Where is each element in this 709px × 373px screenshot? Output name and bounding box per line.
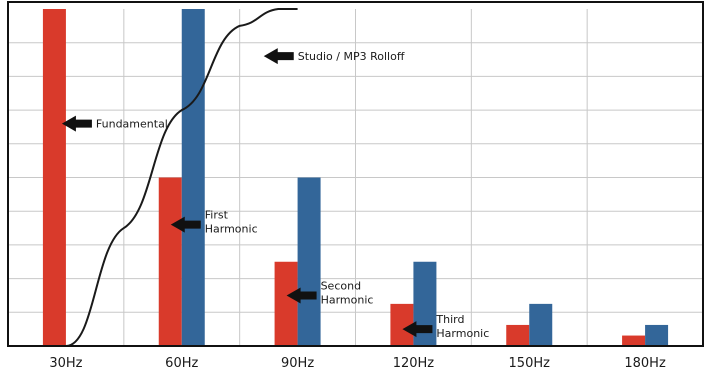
x-tick-label: 120Hz [393,356,435,371]
bars [42,9,669,346]
plot-border [7,1,704,347]
blue-bar-180Hz [645,324,669,346]
annotation-fundamental-text: Fundamental [96,118,168,131]
x-tick-label: 90Hz [281,356,314,371]
arrow-icon [170,216,201,233]
annotation-first-text: Harmonic [205,223,258,236]
rolloff-line [65,8,298,347]
x-tick-label: 150Hz [509,356,551,371]
arrow-icon [263,48,294,65]
x-tick-label: 30Hz [49,356,82,371]
annotation-fundamental: Fundamental [61,115,168,132]
arrow-icon [61,115,92,132]
arrow-icon [402,321,433,338]
red-bar-120Hz [390,303,414,346]
grid-lines [8,9,703,346]
blue-bar-90Hz [297,177,321,346]
red-bar-150Hz [506,324,530,346]
red-bar-180Hz [622,335,646,346]
annotation-first-text: First [205,209,229,222]
annotation-third-text: Harmonic [436,327,489,340]
annotation-third-text: Third [435,313,464,326]
red-bar-90Hz [274,261,298,346]
blue-bar-150Hz [529,303,553,346]
annotations: FundamentalFirstHarmonicSecondHarmonicTh… [61,48,489,340]
arrow-icon [286,287,317,304]
annotation-rolloff-text: Studio / MP3 Rolloff [298,50,405,63]
annotation-second-text: Harmonic [321,293,374,306]
x-axis-ticks: 30Hz 60Hz 90Hz 120Hz 150Hz 180Hz [49,356,666,371]
rolloff-curve [65,8,298,347]
annotation-rolloff: Studio / MP3 Rolloff [263,48,405,65]
annotation-second-text: Second [321,279,361,292]
red-bar-30Hz [42,9,66,346]
x-tick-label: 180Hz [624,356,666,371]
red-bar-60Hz [158,177,182,346]
plot-frame [7,1,704,347]
x-tick-label: 60Hz [165,356,198,371]
blue-bar-120Hz [413,261,437,346]
blue-bar-60Hz [181,9,205,346]
